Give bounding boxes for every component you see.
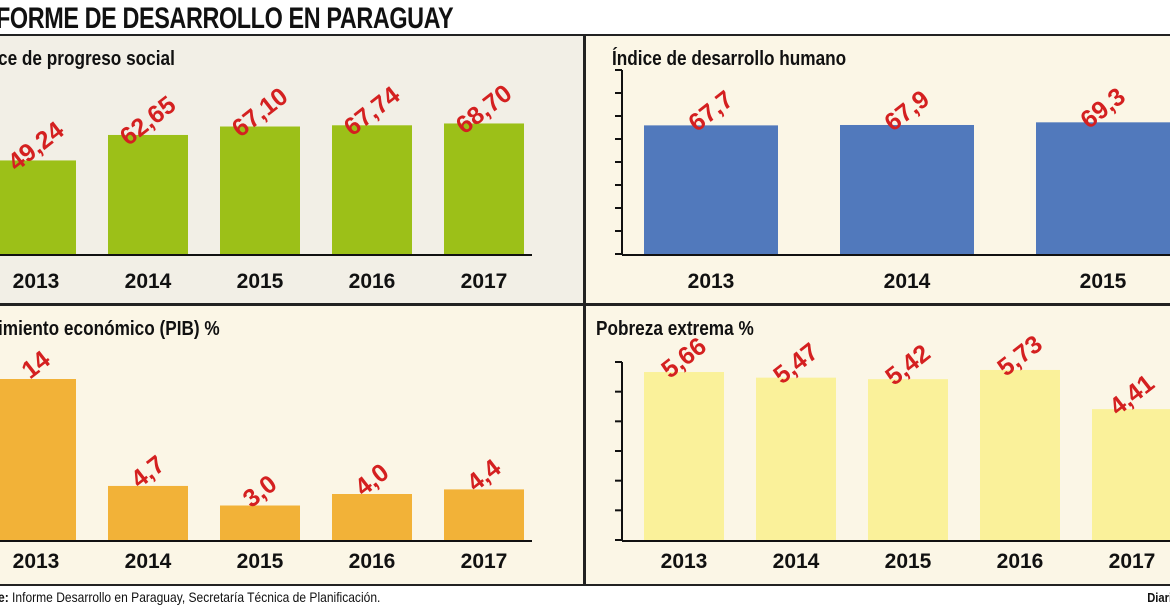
source-note: e: Informe Desarrollo en Paraguay, Secre… xyxy=(0,589,380,605)
chart-title: ce de progreso social xyxy=(0,48,175,70)
bar-2017 xyxy=(444,489,524,540)
source-text: Informe Desarrollo en Paraguay, Secretar… xyxy=(8,589,381,605)
x-tick-label: 2013 xyxy=(13,550,60,573)
footer: e: Informe Desarrollo en Paraguay, Secre… xyxy=(0,587,1170,610)
x-tick-label: 2014 xyxy=(884,270,931,293)
x-tick-label: 2013 xyxy=(661,550,708,573)
footer-rule xyxy=(0,584,1170,586)
x-tick-label: 2014 xyxy=(125,550,172,573)
x-tick-label: 2015 xyxy=(237,270,284,293)
bar-2014 xyxy=(756,377,836,540)
chart-panel-pobreza-extrema: Pobreza extrema % 5,66 2013 5,47 2014 5,42 20… xyxy=(586,306,1170,584)
bar-2014 xyxy=(840,124,974,255)
x-tick-label: 2015 xyxy=(885,550,932,573)
x-tick-label: 2014 xyxy=(773,550,820,573)
bar-2013 xyxy=(0,160,76,254)
bar-2015 xyxy=(220,126,300,254)
x-tick-label: 2013 xyxy=(13,270,60,293)
chart-panel-desarrollo-humano: Índice de desarrollo humano 67,7 2013 67,9… xyxy=(586,36,1170,303)
x-tick-label: 2017 xyxy=(1109,550,1156,573)
x-tick-label: 2015 xyxy=(1080,270,1127,293)
bar-2014 xyxy=(108,485,188,540)
bar-2016 xyxy=(332,125,412,254)
x-tick-label: 2016 xyxy=(349,550,396,573)
bar-2014 xyxy=(108,134,188,254)
bar-2013 xyxy=(0,379,76,540)
header-rule xyxy=(0,34,1170,36)
chart-title: Pobreza extrema % xyxy=(596,318,754,340)
chart-title: imiento económico (PIB) % xyxy=(0,318,220,340)
bar-2015 xyxy=(868,379,948,540)
bar-2016 xyxy=(980,369,1060,540)
page-title: FORME DE DESARROLLO EN PARAGUAY xyxy=(0,2,454,35)
page-header: FORME DE DESARROLLO EN PARAGUAY xyxy=(0,0,1170,36)
x-tick-label: 2015 xyxy=(237,550,284,573)
data-label: 14 xyxy=(16,345,55,384)
bar-2013 xyxy=(644,372,724,540)
x-tick-label: 2013 xyxy=(688,270,735,293)
bar-2015 xyxy=(220,505,300,540)
x-tick-label: 2017 xyxy=(461,550,508,573)
chart-svg: 49,24201362,65201467,10201567,74201668,7… xyxy=(0,79,532,293)
bar-2017 xyxy=(444,123,524,254)
panel-divider-horizontal xyxy=(0,303,1170,306)
x-tick-label: 2016 xyxy=(349,270,396,293)
bar-2016 xyxy=(332,494,412,540)
x-tick-label: 2014 xyxy=(125,270,172,293)
chart-panel-crecimiento-pib: imiento económico (PIB) % 14 2013 4,7 2014 3… xyxy=(0,306,583,584)
chart-panel-progreso-social: ce de progreso social 49,24 2013 62,65 2014… xyxy=(0,36,583,303)
x-tick-label: 2016 xyxy=(997,550,1044,573)
panel-divider-vertical xyxy=(583,36,586,584)
bar-2015 xyxy=(1036,122,1170,254)
chart-title: Índice de desarrollo humano xyxy=(612,48,847,70)
bar-2013 xyxy=(644,125,778,255)
x-tick-label: 2017 xyxy=(461,270,508,293)
source-label: e: xyxy=(0,589,9,605)
publisher-credit: Diario Últim xyxy=(1147,590,1170,605)
bar-2017 xyxy=(1092,409,1170,540)
